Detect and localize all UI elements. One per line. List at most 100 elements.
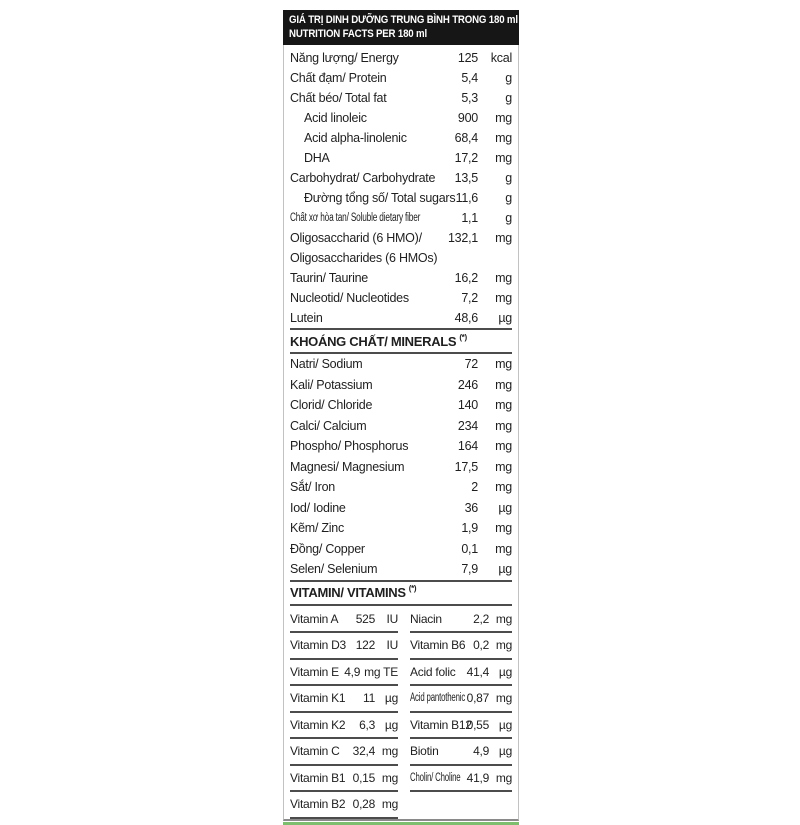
nutrient-row: Acid alpha-linolenic 68,4 mg [290, 128, 512, 148]
vitamins-footnote-marker: (*) [408, 584, 417, 593]
vitamin-row: Vitamin A 525 IU [290, 607, 398, 633]
mineral-row: Calci/ Calcium 234 mg [290, 416, 512, 437]
nutrient-label: Oligosaccharides (6 HMOs) [290, 251, 438, 265]
vitamins-section-header: VITAMIN/ VITAMINS (*) [290, 579, 512, 606]
mineral-value: 0,1 [461, 541, 478, 556]
vitamin-unit: mg [495, 770, 512, 785]
vitamin-value: 0,87 [466, 691, 490, 706]
green-accent-line [283, 821, 519, 825]
mineral-label: Iod/ Iodine [290, 500, 346, 515]
vitamin-value: 0,15 [352, 770, 376, 785]
nutrient-label: Chất xơ hòa tan/ Soluble dietary fiber [290, 212, 421, 224]
vitamin-value: 0,55 [466, 717, 490, 732]
nutrient-row: Carbohydrat/ Carbohydrate 13,5 g [290, 168, 512, 188]
nutrient-label: Oligosaccharid (6 HMO)/ [290, 231, 422, 245]
nutrient-row: Acid linoleic 900 mg [290, 108, 512, 128]
vitamin-row: Vitamin B6 0,2 mg [410, 633, 512, 660]
vitamin-value: 6,3 [359, 717, 375, 732]
vitamin-label: Vitamin B6 [410, 638, 466, 653]
nutrient-unit: kcal [490, 51, 512, 65]
vitamin-row: Vitamin K1 11 µg [290, 686, 398, 713]
nutrient-label: Năng lượng/ Energy [290, 51, 399, 65]
mineral-label: Kali/ Potassium [290, 377, 373, 392]
nutrient-value: 13,5 [454, 171, 479, 185]
mineral-unit: mg [495, 480, 512, 495]
mineral-label: Calci/ Calcium [290, 418, 367, 433]
vitamin-label: Niacin [410, 611, 442, 626]
vitamin-value: 4,9 [344, 664, 361, 679]
vitamin-label: Biotin [410, 744, 439, 759]
mineral-value: 72 [464, 357, 479, 372]
vitamin-unit: µg [384, 691, 398, 706]
nutrient-value: 48,6 [454, 311, 479, 325]
vitamin-unit: mg [381, 744, 398, 759]
mineral-value: 234 [457, 418, 478, 433]
mineral-value: 2 [471, 480, 478, 495]
nutrient-label: Nucleotid/ Nucleotides [290, 291, 409, 305]
vitamin-unit: µg [384, 717, 398, 732]
mineral-label: Clorid/ Chloride [290, 398, 373, 413]
vitamin-unit: mg [495, 638, 512, 653]
vitamin-label: Vitamin D3 [290, 638, 346, 653]
mineral-row: Magnesi/ Magnesium 17,5 mg [290, 457, 512, 478]
vitamin-row: Cholin/ Choline 41,9 mg [410, 766, 512, 792]
nutrient-row: Năng lượng/ Energy 125 kcal [290, 48, 512, 68]
minerals-footnote-marker: (*) [459, 332, 467, 342]
vitamin-row: Vitamin C 32,4 mg [290, 739, 398, 766]
vitamin-row: Vitamin K2 6,3 µg [290, 713, 398, 739]
vitamin-value: 525 [355, 611, 376, 626]
nutrient-value: 132,1 [447, 231, 478, 245]
vitamin-unit: IU [386, 638, 399, 653]
vitamin-value: 0,2 [473, 638, 489, 653]
nutrient-row: Taurin/ Taurine 16,2 mg [290, 268, 512, 288]
nutrient-label: Chất béo/ Total fat [290, 91, 387, 105]
nutrient-value: 7,2 [461, 291, 478, 305]
vitamin-unit: mg [381, 797, 398, 812]
nutrient-unit: mg [495, 291, 512, 305]
mineral-label: Kẽm/ Zinc [290, 521, 345, 536]
nutrient-row: Oligosaccharides (6 HMOs) [290, 248, 512, 268]
nutrient-value: 900 [457, 111, 478, 125]
nutrient-label: Acid alpha-linolenic [304, 131, 407, 145]
vitamin-label: Vitamin C [290, 744, 340, 759]
vitamin-label: Vitamin E [290, 664, 339, 679]
nutrient-unit: g [505, 171, 512, 185]
vitamin-value: 11 [363, 691, 375, 706]
mineral-value: 7,9 [461, 562, 478, 577]
mineral-row: Selen/ Selenium 7,9 µg [290, 559, 512, 580]
nutrient-row: Oligosaccharid (6 HMO)/ 132,1 mg [290, 228, 512, 248]
nutrition-label: GIÁ TRỊ DINH DƯỠNG TRUNG BÌNH TRONG 180 … [283, 10, 519, 825]
nutrient-unit: µg [498, 311, 512, 325]
nutrient-unit: mg [495, 111, 512, 125]
mineral-value: 246 [457, 377, 478, 392]
vitamin-value: 32,4 [352, 744, 376, 759]
header-title-vi: GIÁ TRỊ DINH DƯỠNG TRUNG BÌNH TRONG 180 … [289, 14, 518, 26]
nutrient-unit: g [505, 91, 512, 105]
vitamin-label: Acid pantothenic [410, 692, 466, 705]
vitamins-column-left: Vitamin A 525 IU Vitamin D3 122 IU Vitam… [290, 607, 398, 819]
nutrient-label: Đường tổng số/ Total sugars [304, 191, 456, 205]
vitamin-unit: mg [495, 611, 512, 626]
minerals-section-header: KHOÁNG CHẤT/ MINERALS (*) [290, 328, 512, 354]
vitamin-unit: µg [498, 744, 512, 759]
mineral-label: Phospho/ Phosphorus [290, 439, 409, 454]
nutrient-row: Chất xơ hòa tan/ Soluble dietary fiber 1… [290, 208, 512, 228]
nutrient-value: 16,2 [454, 271, 479, 285]
vitamins-title: VITAMIN/ VITAMINS [290, 585, 406, 600]
nutrient-value: 125 [457, 51, 478, 65]
mineral-unit: mg [495, 377, 512, 392]
nutrient-value: 1,1 [461, 211, 478, 225]
mineral-unit: mg [495, 521, 512, 536]
mineral-unit: mg [495, 439, 512, 454]
vitamin-row: Vitamin B2 0,28 mg [290, 792, 398, 819]
vitamin-row: Vitamin B12 0,55 µg [410, 713, 512, 739]
nutrition-body: Năng lượng/ Energy 125 kcal Chất đạm/ Pr… [283, 45, 519, 821]
main-nutrients-section: Năng lượng/ Energy 125 kcal Chất đạm/ Pr… [290, 48, 512, 328]
nutrient-row: DHA 17,2 mg [290, 148, 512, 168]
vitamins-column-right: Niacin 2,2 mg Vitamin B6 0,2 mg Acid fol… [410, 607, 512, 819]
mineral-label: Magnesi/ Magnesium [290, 459, 405, 474]
mineral-label: Sắt/ Iron [290, 480, 335, 495]
mineral-row: Kali/ Potassium 246 mg [290, 375, 512, 396]
vitamins-grid: Vitamin A 525 IU Vitamin D3 122 IU Vitam… [290, 606, 512, 819]
vitamin-row: Niacin 2,2 mg [410, 607, 512, 633]
